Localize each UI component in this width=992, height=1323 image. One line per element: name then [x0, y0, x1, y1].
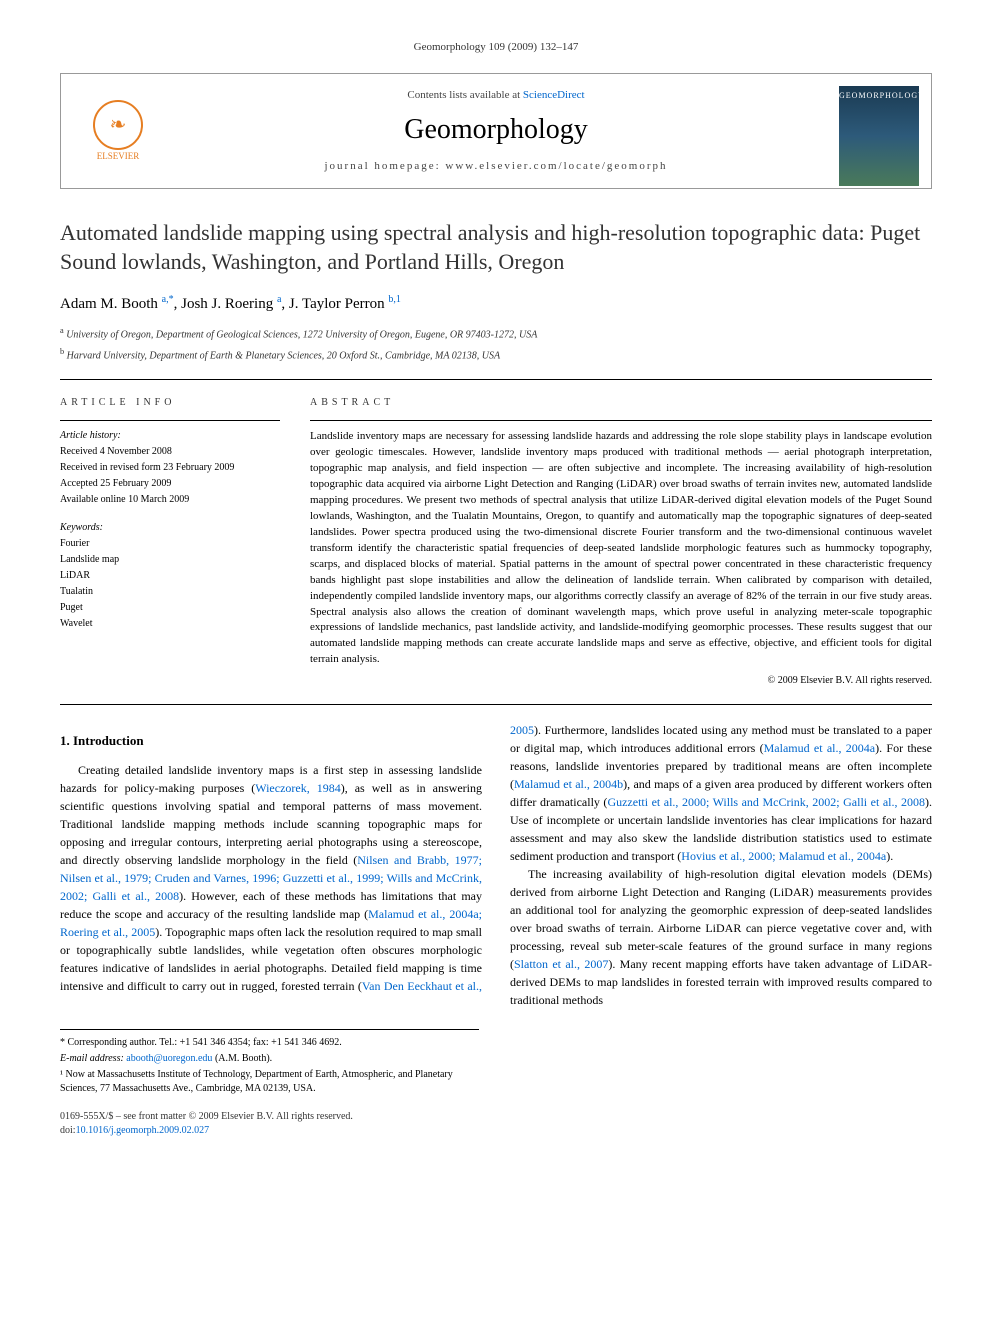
email-link[interactable]: abooth@uoregon.edu [126, 1053, 212, 1064]
history-accepted: Accepted 25 February 2009 [60, 477, 280, 491]
abstract-rule [310, 420, 932, 421]
doi-line: doi:10.1016/j.geomorph.2009.02.027 [60, 1124, 932, 1138]
history-revised: Received in revised form 23 February 200… [60, 461, 280, 475]
article-info-column: ARTICLE INFO Article history: Received 4… [60, 396, 280, 688]
section-1-para-2: The increasing availability of high-reso… [510, 865, 932, 1009]
running-header: Geomorphology 109 (2009) 132–147 [60, 40, 932, 55]
contents-list-line: Contents lists available at ScienceDirec… [181, 88, 811, 103]
page-footer: 0169-555X/$ – see front matter © 2009 El… [60, 1110, 932, 1138]
doi-link[interactable]: 10.1016/j.geomorph.2009.02.027 [76, 1125, 210, 1136]
citation[interactable]: Hovius et al., 2000; Malamud et al., 200… [681, 849, 886, 863]
history-heading: Article history: [60, 429, 280, 443]
keyword: Wavelet [60, 617, 280, 631]
affiliation-a-text: University of Oregon, Department of Geol… [66, 329, 537, 340]
author-3-affil: b,1 [388, 294, 401, 305]
keyword: LiDAR [60, 569, 280, 583]
contents-prefix: Contents lists available at [407, 89, 522, 101]
author-1: Adam M. Booth [60, 296, 158, 312]
author-2-affil: a [277, 294, 281, 305]
author-1-corr: * [169, 294, 174, 305]
citation[interactable]: Guzzetti et al., 2000; Wills and McCrink… [607, 795, 925, 809]
author-note-1: ¹ Now at Massachusetts Institute of Tech… [60, 1068, 479, 1096]
journal-name: Geomorphology [181, 110, 811, 149]
affiliation-b: b Harvard University, Department of Eart… [60, 346, 932, 363]
abstract-heading: ABSTRACT [310, 396, 932, 410]
author-2: Josh J. Roering [181, 296, 273, 312]
journal-homepage: journal homepage: www.elsevier.com/locat… [181, 159, 811, 174]
journal-cover-thumbnail: GEOMORPHOLOGY [839, 86, 919, 186]
elsevier-tree-icon: ❧ [93, 100, 143, 150]
citation[interactable]: Slatton et al., 2007 [514, 957, 608, 971]
email-line: E-mail address: abooth@uoregon.edu (A.M.… [60, 1052, 479, 1066]
keyword: Puget [60, 601, 280, 615]
keyword: Tualatin [60, 585, 280, 599]
rule-bottom [60, 704, 932, 705]
citation[interactable]: Malamud et al., 2004a [764, 741, 876, 755]
article-title: Automated landslide mapping using spectr… [60, 219, 932, 276]
info-rule [60, 420, 280, 421]
affiliation-a: a University of Oregon, Department of Ge… [60, 325, 932, 342]
abstract-copyright: © 2009 Elsevier B.V. All rights reserved… [310, 674, 932, 688]
author-list: Adam M. Booth a,*, Josh J. Roering a, J.… [60, 293, 932, 315]
footnotes: * Corresponding author. Tel.: +1 541 346… [60, 1029, 479, 1096]
section-1-heading: 1. Introduction [60, 731, 482, 751]
abstract-column: ABSTRACT Landslide inventory maps are ne… [310, 396, 932, 688]
publisher-logo: ❧ ELSEVIER [73, 86, 163, 176]
citation[interactable]: Wieczorek, 1984 [255, 781, 340, 795]
author-1-affil: a, [162, 294, 169, 305]
abstract-text: Landslide inventory maps are necessary f… [310, 429, 932, 668]
body-two-column: 1. Introduction Creating detailed landsl… [60, 721, 932, 1009]
rule-top [60, 379, 932, 380]
author-3: J. Taylor Perron [289, 296, 385, 312]
history-received: Received 4 November 2008 [60, 445, 280, 459]
publisher-name: ELSEVIER [97, 150, 140, 163]
citation[interactable]: Malamud et al., 2004b [514, 777, 623, 791]
corresponding-author: * Corresponding author. Tel.: +1 541 346… [60, 1036, 479, 1050]
keywords-heading: Keywords: [60, 521, 280, 535]
keyword: Fourier [60, 537, 280, 551]
sciencedirect-link[interactable]: ScienceDirect [523, 89, 585, 101]
affiliation-b-text: Harvard University, Department of Earth … [67, 350, 500, 361]
masthead: ❧ ELSEVIER GEOMORPHOLOGY Contents lists … [60, 73, 932, 189]
front-matter-line: 0169-555X/$ – see front matter © 2009 El… [60, 1110, 932, 1124]
article-info-heading: ARTICLE INFO [60, 396, 280, 410]
keyword: Landslide map [60, 553, 280, 567]
history-online: Available online 10 March 2009 [60, 493, 280, 507]
